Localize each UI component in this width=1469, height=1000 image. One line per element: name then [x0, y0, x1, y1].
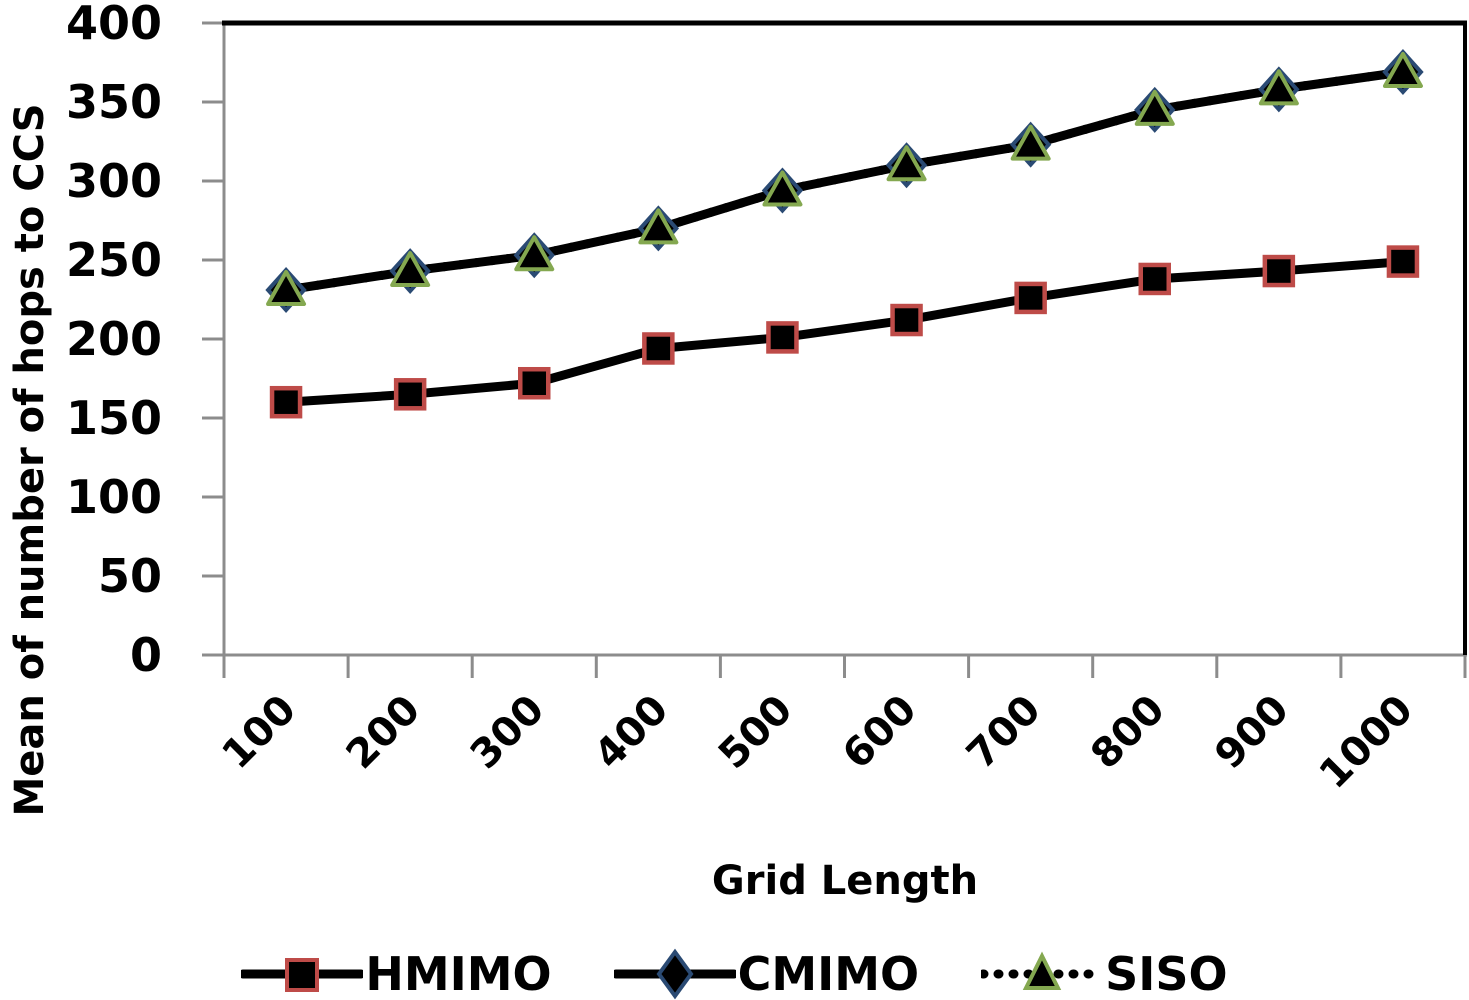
- y-tick-label: 150: [66, 391, 162, 445]
- legend: HMIMO CMIMO SISO: [0, 948, 1469, 1000]
- series-line-cmimo: [281, 67, 1408, 295]
- x-tick-label: 700: [958, 687, 1050, 779]
- siso-triangle-marker: [266, 270, 307, 307]
- hmimo-square-marker: [1386, 245, 1420, 278]
- series-line-hmimo: [281, 257, 1408, 407]
- legend-label: SISO: [1105, 947, 1228, 1000]
- hmimo-square-marker: [518, 366, 551, 400]
- siso-triangle-marker: [886, 145, 927, 182]
- siso-triangle-marker: [1010, 124, 1051, 161]
- siso-legend-swatch-icon: [981, 951, 1104, 990]
- y-tick-label: 350: [66, 75, 162, 129]
- cmimo-legend-swatch-icon: [613, 948, 736, 1000]
- y-tick-label: 200: [66, 312, 162, 366]
- hmimo-square-marker: [269, 385, 303, 419]
- siso-triangle-marker: [1382, 51, 1423, 88]
- x-axis-title: Grid Length: [711, 858, 979, 904]
- legend-item-cmimo: CMIMO: [613, 947, 920, 1000]
- hmimo-square-marker: [766, 321, 799, 354]
- siso-triangle-marker: [514, 235, 555, 272]
- hmimo-square-marker: [642, 332, 675, 365]
- y-tick-label: 50: [98, 549, 162, 603]
- x-tick-label: 1000: [1311, 687, 1422, 798]
- siso-triangle-marker: [390, 251, 431, 288]
- hmimo-square-marker: [1014, 281, 1047, 315]
- y-tick-label: 250: [66, 233, 162, 287]
- y-tick-label: 400: [66, 0, 162, 50]
- x-tick-label: 800: [1082, 687, 1174, 779]
- legend-item-siso: SISO: [981, 947, 1228, 1000]
- hmimo-square-marker: [1138, 262, 1171, 296]
- legend-label: HMIMO: [365, 947, 552, 1000]
- x-tick-label: 300: [462, 687, 554, 779]
- series-line-siso: [281, 67, 1408, 295]
- hmimo-square-marker: [890, 303, 923, 337]
- hmimo-square-marker: [1262, 254, 1296, 288]
- y-tick-label: 0: [130, 628, 162, 682]
- legend-item-hmimo: HMIMO: [241, 947, 552, 1000]
- siso-triangle-marker: [1258, 69, 1299, 106]
- siso-triangle-marker: [1134, 89, 1175, 126]
- siso-triangle-marker: [638, 208, 679, 245]
- legend-label: CMIMO: [737, 947, 920, 1000]
- x-tick-label: 500: [710, 687, 802, 779]
- x-tick-label: 200: [338, 687, 430, 779]
- hmimo-square-marker: [393, 378, 427, 411]
- siso-triangle-marker: [762, 170, 803, 207]
- x-tick-label: 900: [1206, 687, 1298, 779]
- y-axis-title: Mean of number of hops to CCS: [7, 103, 53, 817]
- y-tick-label: 300: [66, 154, 162, 208]
- x-tick-label: 400: [586, 687, 678, 779]
- x-tick-label: 100: [214, 687, 306, 779]
- y-tick-label: 100: [66, 470, 162, 524]
- hmimo-legend-swatch-icon: [241, 958, 364, 992]
- x-tick-label: 600: [834, 687, 926, 779]
